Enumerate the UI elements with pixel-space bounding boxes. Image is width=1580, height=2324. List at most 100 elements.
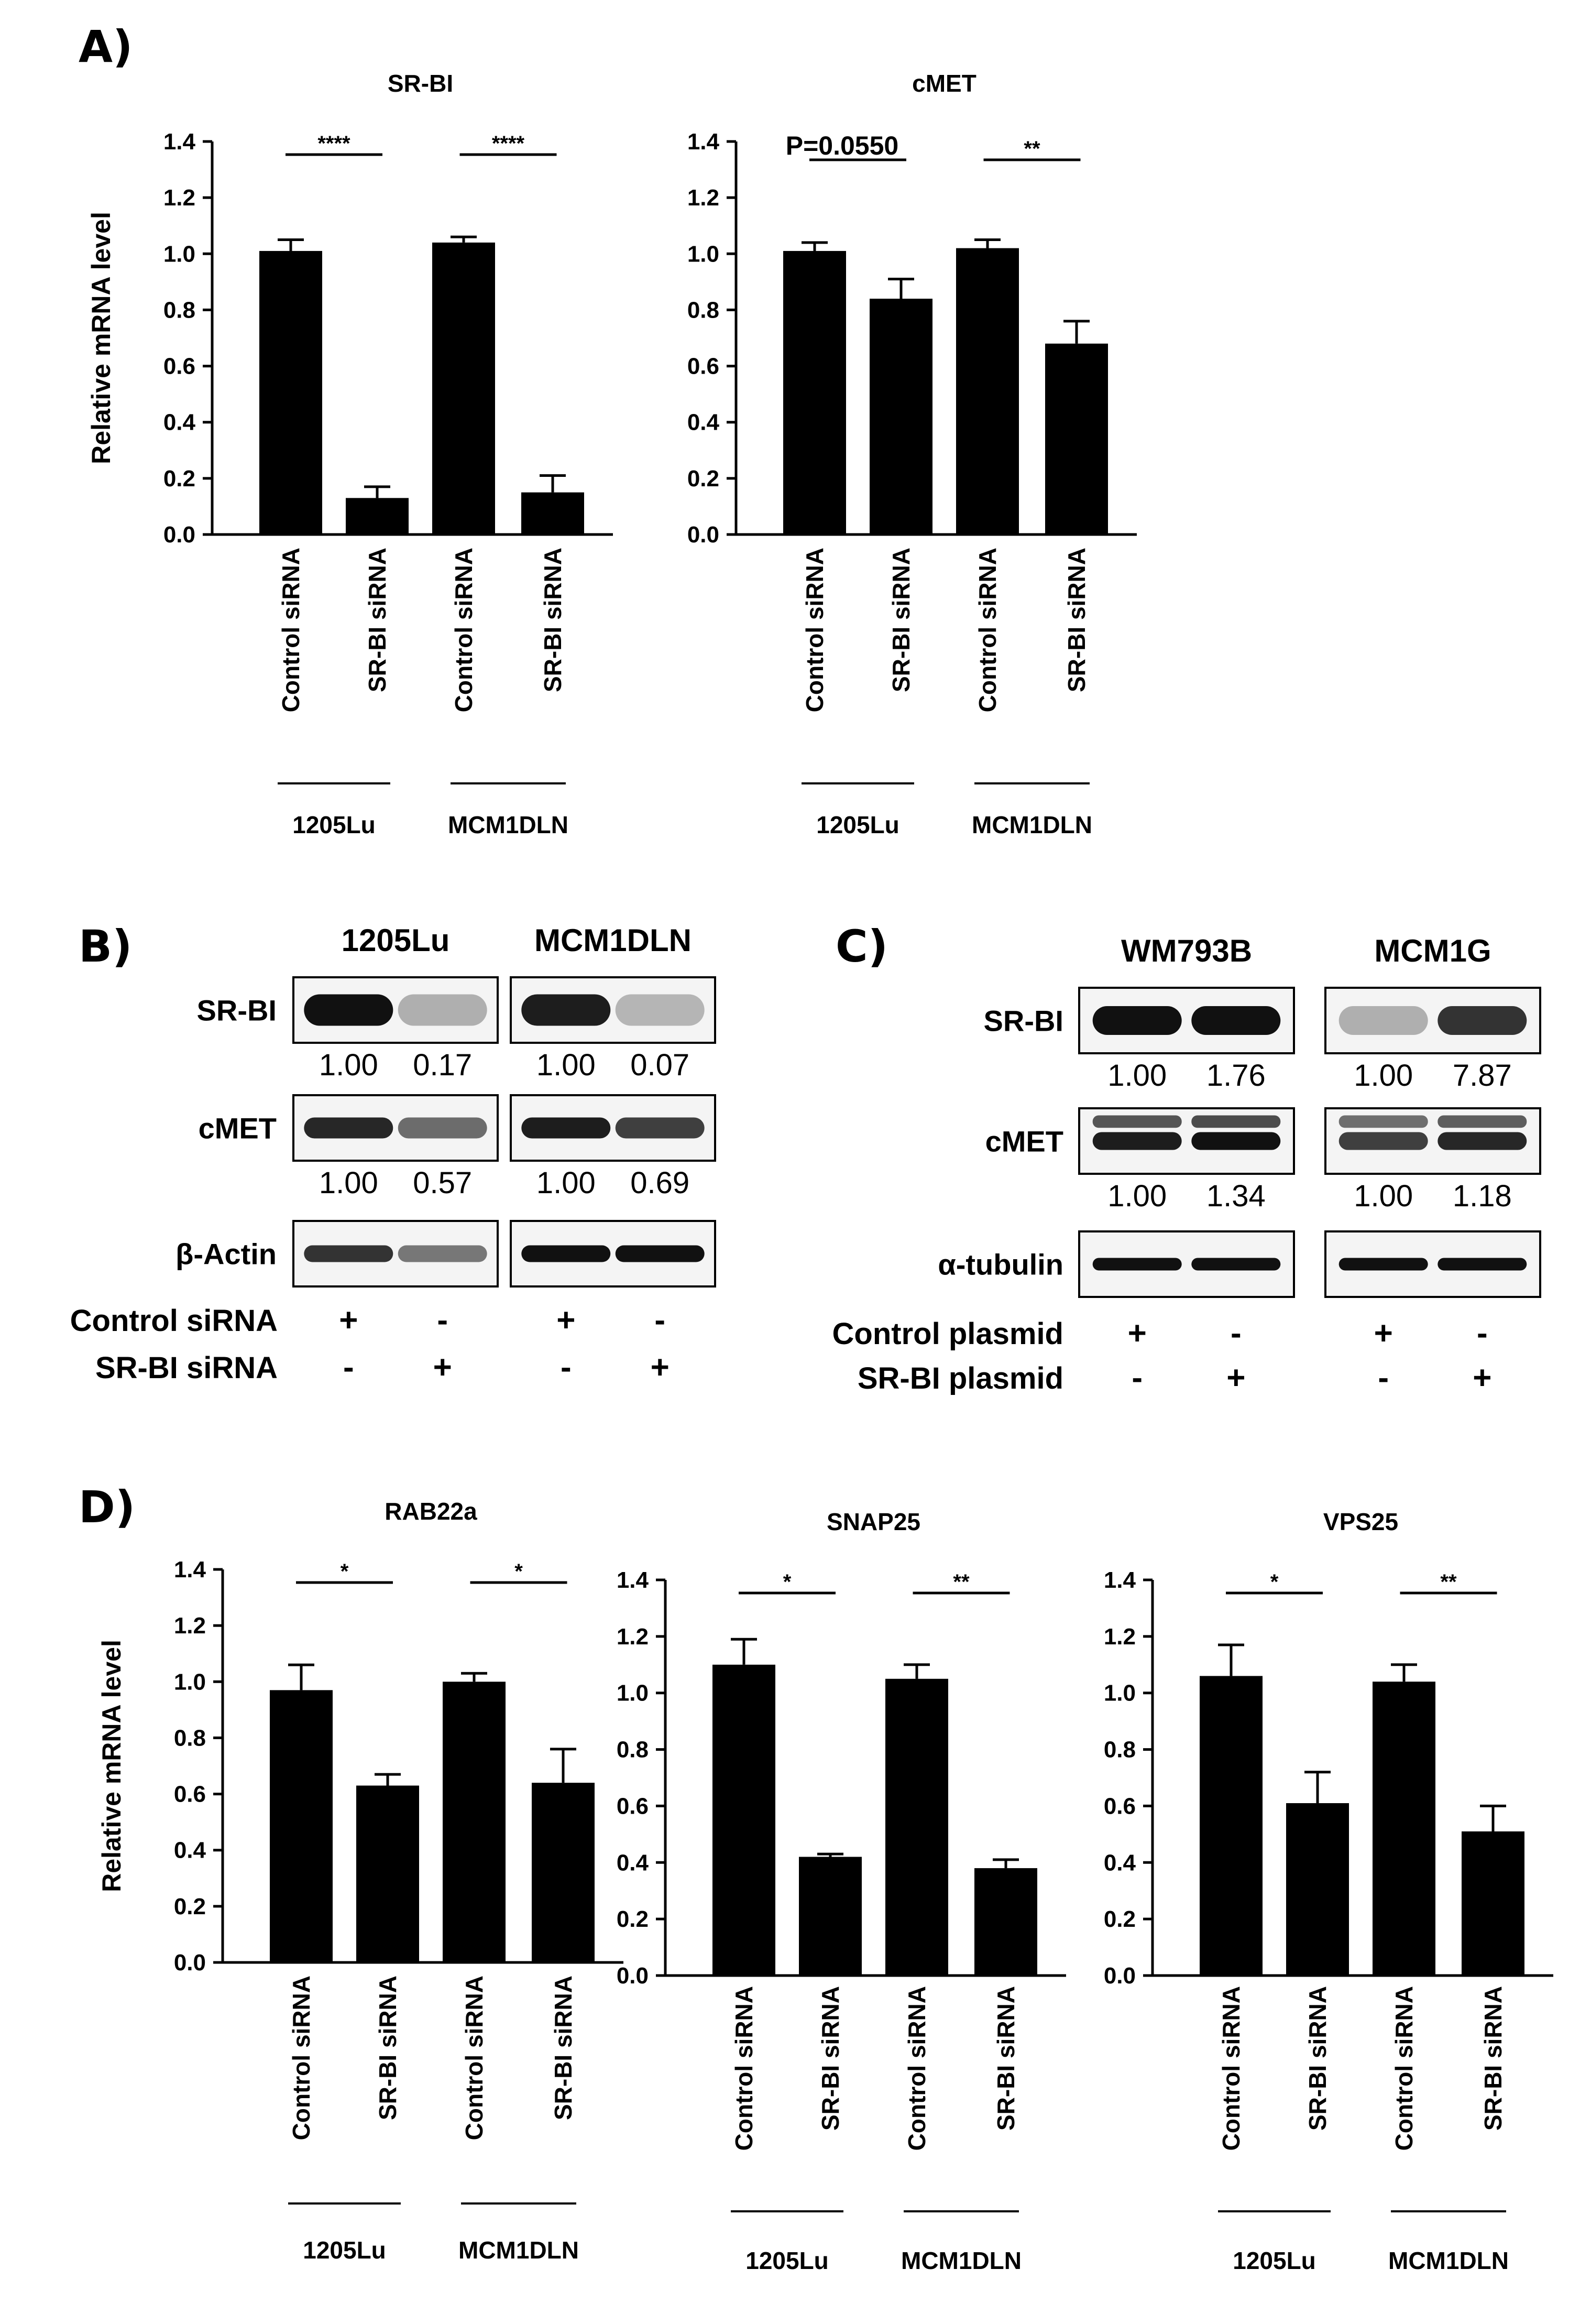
bar bbox=[783, 250, 846, 534]
bar bbox=[799, 1857, 862, 1976]
blot-c-treatment-mark: - bbox=[1231, 1315, 1242, 1351]
chart-title: RAB22a bbox=[385, 1498, 477, 1525]
y-tick-label: 0.6 bbox=[163, 354, 195, 379]
blot-c-band-upper bbox=[1338, 1115, 1428, 1128]
chart-title: cMET bbox=[912, 70, 976, 97]
blot-b-row-label: β-Actin bbox=[175, 1238, 277, 1271]
blot-c-quant-value: 1.00 bbox=[1107, 1059, 1167, 1093]
panel-label-d: D) bbox=[79, 1481, 135, 1533]
blot-c-band bbox=[1092, 1258, 1182, 1271]
blot-c-treatment-label: SR-BI plasmid bbox=[858, 1361, 1063, 1395]
bar bbox=[270, 1690, 333, 1962]
blot-b-band bbox=[615, 1245, 705, 1262]
x-tick-label: SR-BI siRNA bbox=[364, 548, 391, 692]
y-tick-label: 0.2 bbox=[1104, 1906, 1136, 1932]
blot-b-quant-value: 1.00 bbox=[536, 1166, 596, 1200]
y-tick-label: 1.0 bbox=[163, 241, 195, 267]
blot-c-band bbox=[1191, 1258, 1281, 1271]
blot-c-band bbox=[1338, 1132, 1428, 1150]
chart-title: VPS25 bbox=[1323, 1508, 1398, 1535]
y-tick-label: 0.2 bbox=[687, 466, 719, 492]
bar bbox=[1045, 343, 1108, 534]
y-tick-label: 0.0 bbox=[174, 1950, 206, 1976]
blot-b-treatment-mark: - bbox=[561, 1349, 572, 1385]
blot-b-treatment-mark: - bbox=[343, 1349, 354, 1385]
blot-c-quant-value: 1.00 bbox=[1354, 1059, 1413, 1093]
y-tick-label: 1.0 bbox=[174, 1669, 206, 1695]
group-label: 1205Lu bbox=[745, 2247, 829, 2274]
panel-label-a: A) bbox=[79, 21, 133, 72]
x-tick-label: SR-BI siRNA bbox=[550, 1976, 577, 2120]
y-tick-label: 1.2 bbox=[617, 1624, 649, 1650]
blot-c-treatment-mark: - bbox=[1132, 1360, 1143, 1396]
y-tick-label: 0.8 bbox=[687, 297, 719, 323]
bar-charts: SR-BI 0.0 0.2 0.4 0.6 0.8 1.0 1.2 1.4 Relative mR… bbox=[86, 70, 1553, 2274]
blot-b-treatment-mark: + bbox=[433, 1349, 452, 1385]
y-tick-label: 0.0 bbox=[617, 1963, 649, 1989]
bar bbox=[1373, 1682, 1435, 1976]
blot-b-quant-value: 1.00 bbox=[536, 1048, 596, 1082]
blot-b-quant-value: 1.00 bbox=[319, 1048, 378, 1082]
chart-sr-bi: SR-BI 0.0 0.2 0.4 0.6 0.8 1.0 1.2 1.4 Relative mR… bbox=[86, 70, 613, 838]
bar bbox=[356, 1785, 419, 1962]
x-tick-label: Control siRNA bbox=[1217, 1986, 1245, 2151]
significance-label: * bbox=[341, 1560, 349, 1583]
significance-label: **** bbox=[317, 132, 350, 155]
group-label: MCM1DLN bbox=[972, 811, 1092, 838]
group-label: 1205Lu bbox=[816, 811, 899, 838]
x-tick-label: SR-BI siRNA bbox=[1479, 1986, 1507, 2131]
blot-b-treatment-label: Control siRNA bbox=[70, 1304, 278, 1338]
group-label: MCM1DLN bbox=[901, 2247, 1022, 2274]
blot-c-treatment-mark: + bbox=[1226, 1360, 1245, 1396]
bar bbox=[1462, 1831, 1524, 1976]
blot-c-band bbox=[1191, 1006, 1281, 1035]
bar bbox=[885, 1678, 948, 1976]
blot-c-cell-line-header: WM793B bbox=[1121, 933, 1252, 968]
blot-b-band bbox=[398, 994, 487, 1026]
y-tick-label: 1.4 bbox=[617, 1567, 649, 1593]
y-tick-label: 0.6 bbox=[617, 1793, 649, 1819]
x-tick-label: SR-BI siRNA bbox=[1063, 548, 1090, 692]
y-tick-label: 0.4 bbox=[617, 1850, 649, 1875]
blot-b-band bbox=[615, 1117, 705, 1139]
significance-label: * bbox=[514, 1560, 523, 1583]
x-tick-label: SR-BI siRNA bbox=[887, 548, 915, 692]
blot-b-band bbox=[304, 994, 393, 1026]
significance-label: **** bbox=[492, 132, 525, 155]
y-tick-label: 1.4 bbox=[687, 129, 720, 155]
bar bbox=[974, 1868, 1037, 1976]
group-label: 1205Lu bbox=[292, 811, 376, 838]
x-tick-label: Control siRNA bbox=[277, 548, 304, 712]
blot-b-quant-value: 0.69 bbox=[630, 1166, 689, 1200]
y-tick-label: 0.8 bbox=[174, 1725, 206, 1751]
y-axis-label: Relative mRNA level bbox=[86, 212, 116, 464]
blot-c-band-upper bbox=[1092, 1115, 1182, 1128]
blot-b-band bbox=[521, 994, 611, 1026]
bar bbox=[956, 248, 1019, 535]
y-tick-label: 1.4 bbox=[174, 1557, 206, 1583]
y-tick-label: 0.2 bbox=[617, 1906, 649, 1932]
significance-label: * bbox=[783, 1570, 792, 1594]
x-tick-label: SR-BI siRNA bbox=[817, 1986, 844, 2131]
blot-b-band bbox=[304, 1245, 393, 1262]
x-tick-label: SR-BI siRNA bbox=[374, 1976, 401, 2120]
x-tick-label: SR-BI siRNA bbox=[992, 1986, 1019, 2131]
blot-b-treatment-mark: - bbox=[654, 1302, 665, 1338]
bar bbox=[1200, 1676, 1263, 1976]
x-tick-label: Control siRNA bbox=[460, 1976, 488, 2140]
x-tick-label: Control siRNA bbox=[1390, 1986, 1418, 2151]
blot-c-row-label: cMET bbox=[985, 1125, 1063, 1158]
y-tick-label: 0.4 bbox=[163, 410, 196, 435]
blot-c-row-label: α-tubulin bbox=[938, 1248, 1063, 1281]
blot-b-quant-value: 0.57 bbox=[413, 1166, 472, 1200]
y-axis-label: Relative mRNA level bbox=[97, 1640, 126, 1892]
blot-c-band bbox=[1338, 1006, 1428, 1035]
blot-b-treatment-label: SR-BI siRNA bbox=[95, 1351, 278, 1385]
blot-c-quant-value: 7.87 bbox=[1453, 1059, 1512, 1093]
y-tick-label: 1.0 bbox=[1104, 1681, 1136, 1706]
bar bbox=[521, 492, 584, 534]
blot-c-treatment-mark: - bbox=[1477, 1315, 1488, 1351]
blot-b: 1205Lu MCM1DLN SR-BI 1.00 0.17 1.00 0.07 cMET 1.… bbox=[70, 923, 716, 1385]
blot-c-row-label: SR-BI bbox=[984, 1005, 1063, 1038]
y-tick-label: 0.0 bbox=[163, 522, 195, 548]
